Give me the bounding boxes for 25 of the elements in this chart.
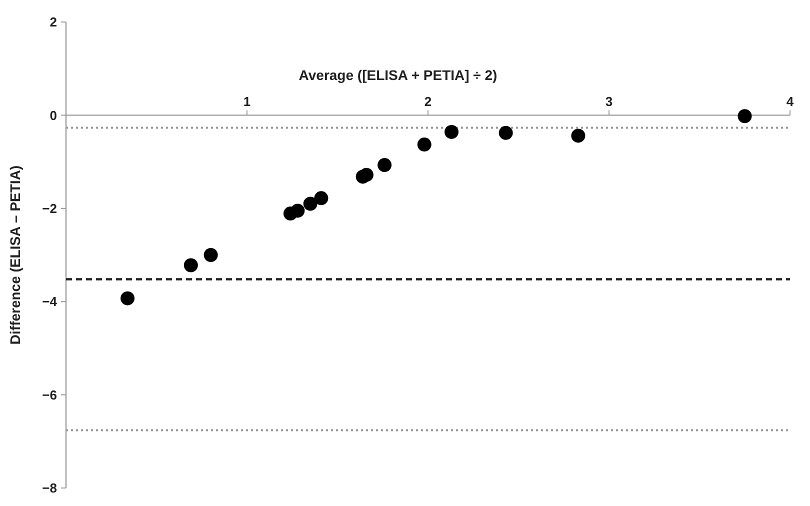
- y-tick-label: −6: [42, 387, 57, 402]
- x-tick-label: 2: [424, 94, 432, 110]
- point: [498, 126, 513, 140]
- point: [120, 291, 135, 306]
- point: [571, 128, 586, 143]
- point: [359, 168, 374, 182]
- y-tick-label: 2: [50, 14, 57, 30]
- x-tick-label: 1: [243, 94, 251, 110]
- y-tick-label: −4: [42, 294, 58, 310]
- point: [204, 248, 218, 262]
- point: [738, 109, 752, 124]
- x-axis-title: Average ([ELISA + PETIA] ÷ 2): [298, 67, 498, 84]
- y-tick-label: 0: [50, 108, 57, 123]
- y-tick-label: −8: [42, 480, 57, 496]
- point: [303, 196, 318, 211]
- point: [290, 204, 305, 218]
- point: [184, 258, 198, 272]
- y-axis-title: Difference (ELISA – PETIA): [7, 165, 23, 345]
- point: [444, 124, 459, 139]
- y-tick-label: −2: [42, 200, 57, 216]
- point: [378, 158, 392, 172]
- x-tick-label: 4: [786, 94, 794, 110]
- point: [314, 191, 328, 206]
- x-tick-label: 3: [605, 94, 613, 110]
- point: [417, 138, 432, 152]
